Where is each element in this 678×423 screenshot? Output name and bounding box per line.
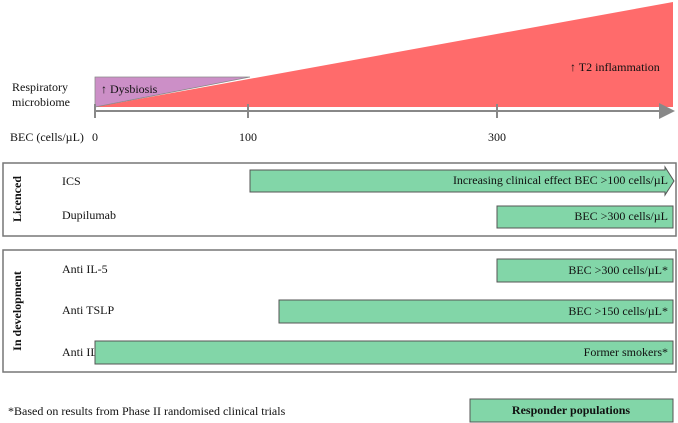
responder-bar: [278, 299, 674, 324]
axis-tick-label: 0: [92, 130, 98, 144]
group-title: In development: [10, 271, 24, 351]
dysbiosis-label: ↑ Dysbiosis: [101, 82, 158, 96]
bar-label: Increasing clinical effect BEC >100 cell…: [453, 173, 668, 187]
microbiome-label: microbiome: [12, 95, 70, 109]
responder-bar: [249, 165, 675, 197]
legend-swatch: [469, 398, 674, 423]
microbiome-label: Respiratory: [12, 80, 68, 94]
responder-bar: [94, 340, 674, 365]
row-label: Dupilumab: [62, 208, 116, 222]
axis-label: BEC (cells/µL): [10, 130, 84, 144]
axis-tick-label: 300: [488, 130, 506, 144]
group-box: [2, 249, 677, 373]
row-label: Anti TSLP: [62, 303, 114, 317]
row-label: ICS: [62, 174, 81, 188]
dysbiosis-wedge: [94, 76, 251, 108]
responder-bar: [496, 205, 674, 229]
bar-label: BEC >300 cells/µL: [574, 209, 668, 223]
row-label: Anti IL-5: [62, 262, 108, 276]
responder-bar: [496, 258, 674, 283]
group-box: [2, 162, 677, 237]
axis-tick-label: 100: [239, 130, 257, 144]
bar-label: BEC >300 cells/µL*: [568, 263, 668, 277]
bar-label: Former smokers*: [584, 345, 668, 359]
bar-label: BEC >150 cells/µL*: [568, 304, 668, 318]
legend-label: Responder populations: [512, 403, 630, 417]
group-title: Licenced: [10, 176, 24, 222]
footnote: *Based on results from Phase II randomis…: [8, 404, 286, 418]
t2-wedge: [95, 2, 673, 107]
t2-label: ↑ T2 inflammation: [570, 60, 660, 74]
